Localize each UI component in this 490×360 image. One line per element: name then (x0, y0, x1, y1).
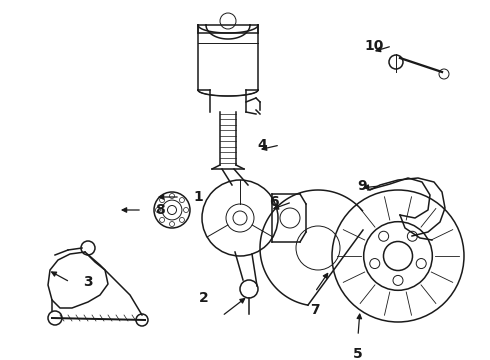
Text: 9: 9 (357, 179, 367, 193)
Text: 7: 7 (310, 303, 320, 317)
Text: 6: 6 (269, 195, 279, 209)
Text: 4: 4 (257, 138, 267, 152)
Text: 3: 3 (83, 275, 93, 289)
Text: 8: 8 (155, 203, 165, 217)
Text: 2: 2 (199, 291, 209, 305)
Text: 5: 5 (353, 347, 363, 360)
Text: 10: 10 (364, 39, 384, 53)
Text: 1: 1 (193, 190, 203, 204)
